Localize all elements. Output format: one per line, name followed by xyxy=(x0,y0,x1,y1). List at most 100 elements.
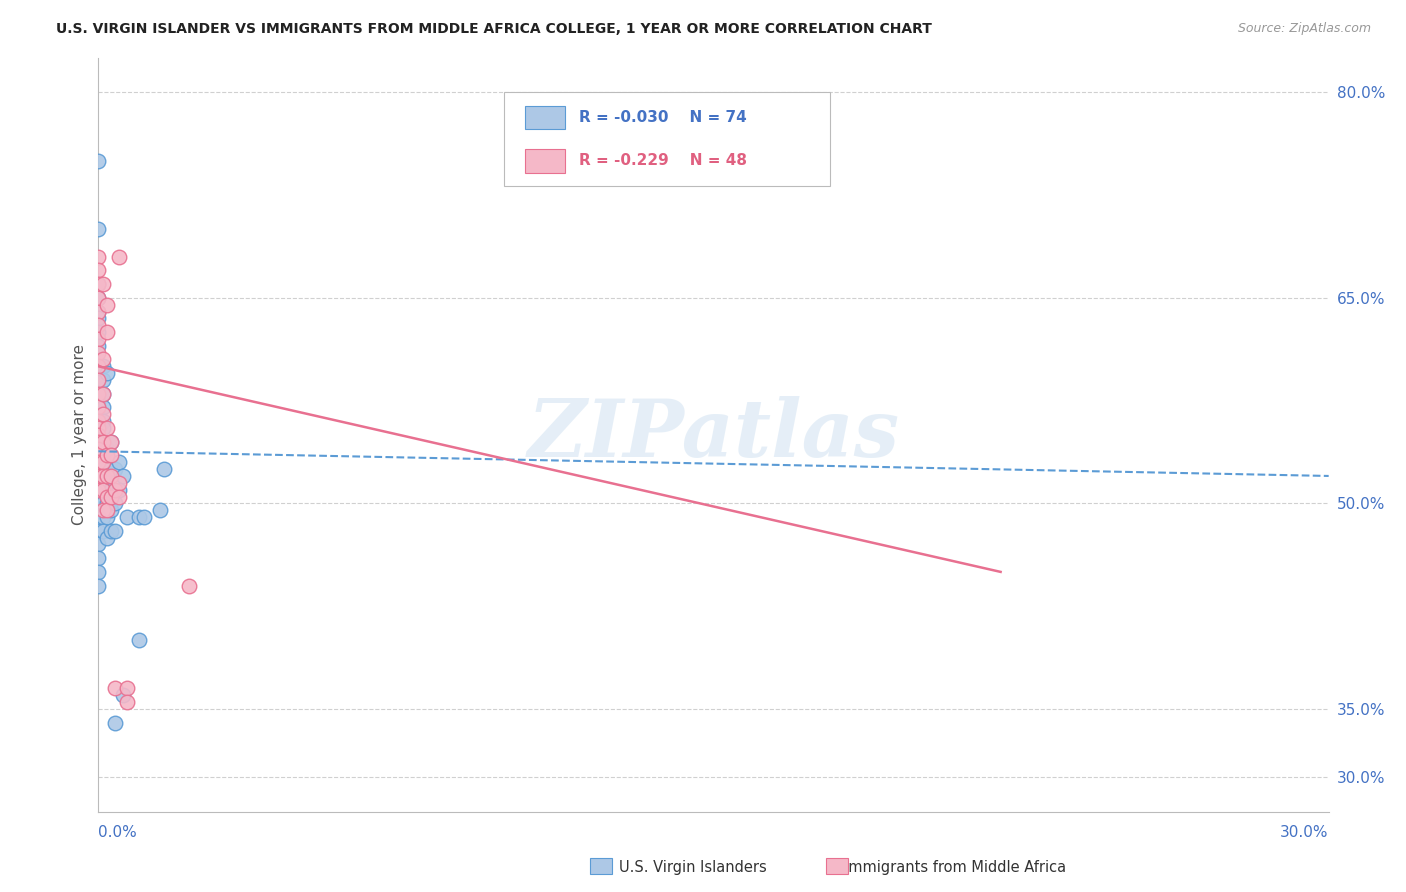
Point xyxy=(87,373,110,387)
Point xyxy=(96,449,118,463)
Point xyxy=(96,366,118,380)
Point xyxy=(108,490,131,504)
Point xyxy=(91,462,114,476)
Text: Immigrants from Middle Africa: Immigrants from Middle Africa xyxy=(844,860,1066,874)
Text: ZIPatlas: ZIPatlas xyxy=(527,396,900,474)
Point xyxy=(153,462,176,476)
Point xyxy=(87,462,110,476)
Text: 30.0%: 30.0% xyxy=(1281,825,1329,840)
Point xyxy=(87,311,110,326)
Point xyxy=(96,496,118,510)
Point xyxy=(115,695,138,709)
Point xyxy=(87,455,110,469)
Point xyxy=(112,688,135,702)
Point xyxy=(91,401,114,415)
Point xyxy=(104,462,127,476)
Point xyxy=(104,483,127,497)
Point xyxy=(91,434,114,449)
Point xyxy=(100,434,122,449)
Point xyxy=(91,407,114,421)
Point xyxy=(87,318,110,333)
Point xyxy=(96,469,118,483)
Point xyxy=(91,496,114,510)
Point xyxy=(91,483,114,497)
Point xyxy=(87,401,110,415)
Point xyxy=(96,503,118,517)
Point xyxy=(108,250,131,264)
Point xyxy=(100,434,122,449)
Point xyxy=(87,483,110,497)
Point xyxy=(128,633,150,648)
Point xyxy=(87,565,110,579)
Point xyxy=(100,449,122,463)
Point xyxy=(87,510,110,524)
Point xyxy=(87,250,110,264)
Point xyxy=(115,510,138,524)
Point xyxy=(87,427,110,442)
Bar xyxy=(591,858,612,874)
Point xyxy=(87,483,110,497)
Point xyxy=(87,449,110,463)
Point xyxy=(87,442,110,456)
Point xyxy=(87,291,110,305)
Point xyxy=(91,503,114,517)
Point xyxy=(87,345,110,359)
Point xyxy=(91,359,114,374)
Point xyxy=(100,469,122,483)
Text: U.S. VIRGIN ISLANDER VS IMMIGRANTS FROM MIDDLE AFRICA COLLEGE, 1 YEAR OR MORE CO: U.S. VIRGIN ISLANDER VS IMMIGRANTS FROM … xyxy=(56,22,932,37)
Point xyxy=(91,421,114,435)
Point xyxy=(87,421,110,435)
Point xyxy=(87,490,110,504)
Point xyxy=(112,469,135,483)
Point xyxy=(87,421,110,435)
Point xyxy=(91,414,114,428)
Point xyxy=(87,386,110,401)
Point xyxy=(87,332,110,346)
Point xyxy=(91,442,114,456)
Text: U.S. Virgin Islanders: U.S. Virgin Islanders xyxy=(619,860,766,874)
Point xyxy=(87,427,110,442)
Text: 0.0%: 0.0% xyxy=(98,825,138,840)
Point xyxy=(108,483,131,497)
Point xyxy=(87,325,110,339)
Point xyxy=(87,153,110,168)
Point xyxy=(87,414,110,428)
Point xyxy=(87,373,110,387)
Point xyxy=(100,503,122,517)
Point xyxy=(87,469,110,483)
Point xyxy=(96,510,118,524)
Point xyxy=(132,510,155,524)
Point xyxy=(87,359,110,374)
Point xyxy=(87,304,110,318)
Point xyxy=(87,414,110,428)
Point xyxy=(87,434,110,449)
Point xyxy=(87,277,110,291)
Text: Source: ZipAtlas.com: Source: ZipAtlas.com xyxy=(1237,22,1371,36)
Point xyxy=(91,373,114,387)
Point xyxy=(96,490,118,504)
Point xyxy=(96,531,118,545)
Point xyxy=(91,469,114,483)
Point xyxy=(91,455,114,469)
Point xyxy=(96,442,118,456)
Point xyxy=(87,469,110,483)
Point xyxy=(149,503,172,517)
Point xyxy=(115,681,138,696)
Point xyxy=(91,449,114,463)
Point xyxy=(87,578,110,592)
Point xyxy=(87,407,110,421)
Point xyxy=(87,537,110,551)
Bar xyxy=(526,149,565,173)
Point xyxy=(104,524,127,538)
Point xyxy=(91,386,114,401)
Point xyxy=(87,551,110,566)
Point xyxy=(87,496,110,510)
Point xyxy=(87,277,110,291)
Y-axis label: College, 1 year or more: College, 1 year or more xyxy=(72,344,87,525)
Text: R = -0.030    N = 74: R = -0.030 N = 74 xyxy=(579,110,747,125)
Point xyxy=(96,298,118,312)
Bar xyxy=(825,858,848,874)
Point xyxy=(87,524,110,538)
Point xyxy=(91,469,114,483)
Point xyxy=(108,455,131,469)
